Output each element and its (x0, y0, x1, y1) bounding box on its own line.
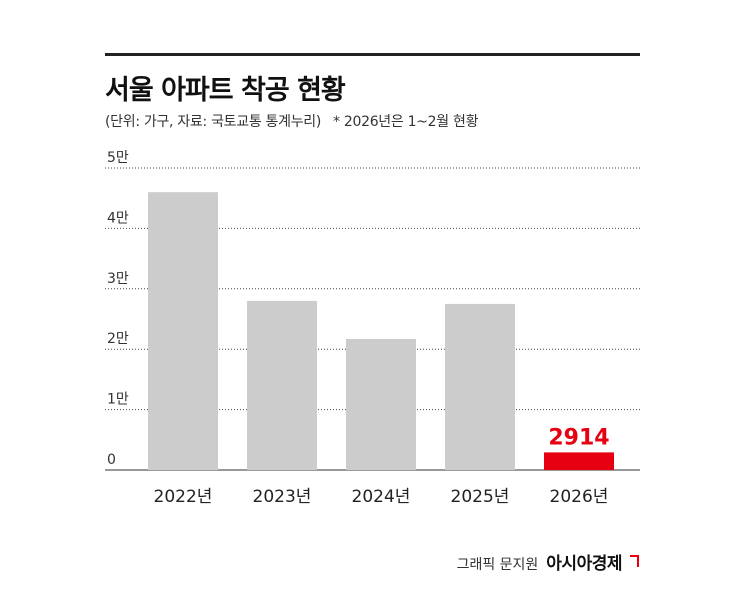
chart-subtitle: (단위: 가구, 자료: 국토교통 통계누리) * 2026년은 1~2월 현황 (105, 111, 478, 131)
top-rule (105, 53, 640, 56)
x-tick-label: 2025년 (451, 487, 510, 507)
brand-mark-icon (630, 555, 639, 567)
x-tick-label: 2023년 (253, 487, 312, 507)
bar-2026년 (544, 452, 614, 470)
y-tick-label: 4만 (107, 210, 129, 226)
brand-logo: 아시아경제 (546, 554, 622, 574)
credit: 그래픽 문지원 아시아경제 (457, 549, 639, 574)
y-tick-label: 3만 (107, 271, 129, 287)
bars-layer (148, 192, 614, 470)
bar-2022년 (148, 192, 218, 470)
labels-layer: 0 1만 2만 3만 4만 5만 2022년 2023년 2024년 2025년 2026년 2914 (107, 150, 610, 507)
unit-source-note: (단위: 가구, 자료: 국토교통 통계누리) (105, 114, 322, 130)
x-tick-label: 2022년 (154, 487, 213, 507)
y-tick-label: 1만 (107, 392, 129, 408)
y-tick-label: 5만 (107, 150, 129, 166)
data-label: 2914 (548, 425, 609, 450)
bar-2025년 (445, 303, 515, 470)
bar-2024년 (346, 338, 416, 470)
x-tick-label: 2026년 (550, 487, 609, 507)
period-note: * 2026년은 1~2월 현황 (333, 114, 479, 130)
bar-2023년 (247, 300, 317, 470)
y-tick-label: 2만 (107, 331, 129, 347)
y-tick-label: 0 (107, 452, 116, 468)
chart-title: 서울 아파트 착공 현황 (105, 75, 346, 106)
x-tick-label: 2024년 (352, 487, 411, 507)
graphic-credit: 그래픽 문지원 (456, 557, 539, 573)
